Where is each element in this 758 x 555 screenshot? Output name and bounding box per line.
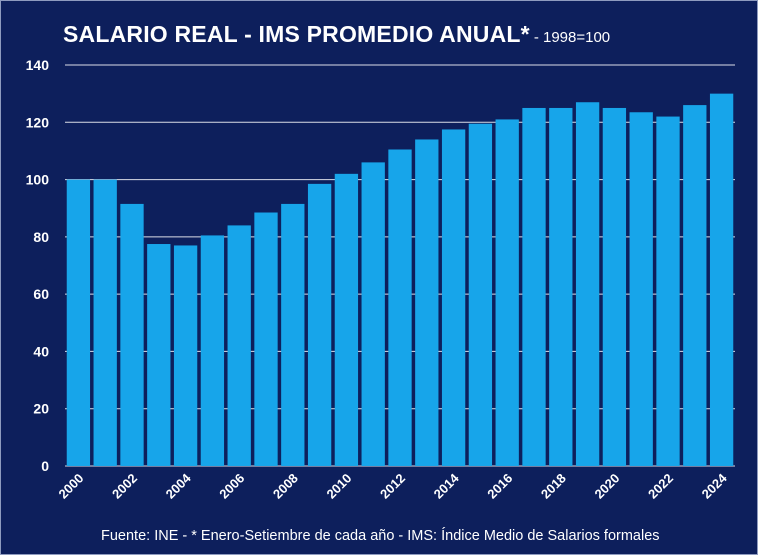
bar-2016 <box>495 119 519 467</box>
bar-2021 <box>629 112 653 466</box>
x-tick-label: 2010 <box>323 471 354 502</box>
x-tick-label: 2022 <box>645 471 676 502</box>
title-row: SALARIO REAL - IMS PROMEDIO ANUAL* - 1998… <box>63 21 610 48</box>
x-tick-label: 2018 <box>538 471 569 502</box>
bar-2000 <box>66 179 91 467</box>
x-tick-label: 2004 <box>163 470 195 502</box>
y-tick-label: 140 <box>26 57 50 73</box>
chart-title: SALARIO REAL - IMS PROMEDIO ANUAL* <box>63 21 530 47</box>
y-tick-label: 20 <box>33 401 49 417</box>
bar-2003 <box>147 244 171 466</box>
x-tick-label: 2014 <box>431 470 463 502</box>
bar-2024 <box>709 93 734 467</box>
y-tick-label: 0 <box>41 458 49 474</box>
bar-2020 <box>602 107 627 466</box>
bar-2017 <box>522 107 546 466</box>
x-tick-label: 2012 <box>377 471 408 502</box>
x-tick-label: 2006 <box>216 471 247 502</box>
bar-2010 <box>334 173 359 467</box>
bar-2019 <box>575 102 600 466</box>
bar-2015 <box>468 123 493 466</box>
bar-2005 <box>200 235 225 466</box>
bar-2014 <box>441 129 466 467</box>
x-tick-label: 2008 <box>270 471 301 502</box>
bar-2002 <box>120 203 144 467</box>
bar-2008 <box>281 203 305 467</box>
bar-2001 <box>93 179 117 467</box>
y-tick-label: 120 <box>26 114 50 130</box>
bar-2022 <box>656 116 680 467</box>
y-tick-label: 40 <box>33 343 49 359</box>
bar-2009 <box>307 183 332 466</box>
bar-2013 <box>415 139 439 466</box>
chart-subtitle: - 1998=100 <box>533 29 611 46</box>
x-tick-label: 2000 <box>55 471 86 502</box>
x-tick-label: 2024 <box>699 470 731 502</box>
x-tick-label: 2002 <box>109 471 140 502</box>
y-tick-label: 60 <box>33 286 49 302</box>
x-tick-label: 2020 <box>591 471 622 502</box>
y-tick-label: 100 <box>26 172 50 188</box>
bar-2004 <box>173 245 198 466</box>
bar-2023 <box>683 105 707 466</box>
bar-2011 <box>361 162 385 466</box>
source-note: Fuente: INE - * Enero-Setiembre de cada … <box>101 528 660 544</box>
x-tick-label: 2016 <box>484 471 515 502</box>
x-axis-ticks: 2000 2002 2004 2006 2008 2010 2012 2014 2016 2018… <box>55 470 730 502</box>
bar-2018 <box>549 107 573 466</box>
y-tick-label: 80 <box>33 229 49 245</box>
y-axis-ticks: 0 20 40 60 80 100 120 140 <box>26 57 50 474</box>
bars <box>66 93 734 467</box>
bar-2007 <box>254 212 278 466</box>
bar-2012 <box>388 149 412 466</box>
bar-2006 <box>227 225 251 466</box>
